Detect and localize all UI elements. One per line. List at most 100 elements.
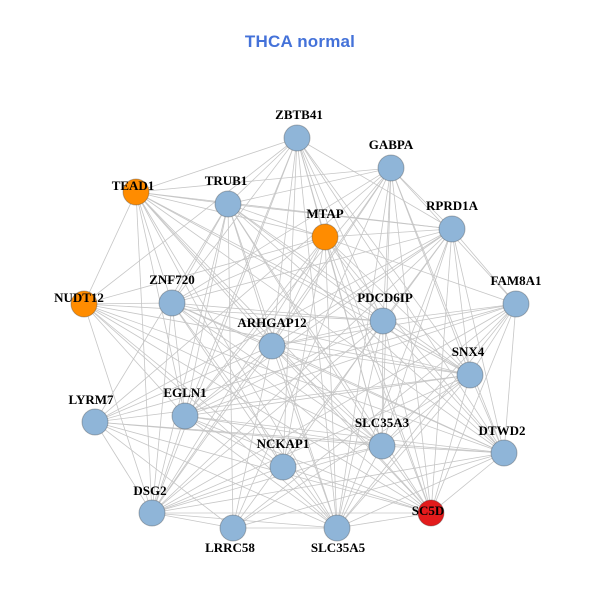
node-label-FAM8A1: FAM8A1 (490, 273, 541, 288)
edge-NCKAP1-SLC35A5 (282, 466, 338, 529)
node-label-SLC35A5: SLC35A5 (311, 540, 366, 555)
edge-SC5D-SLC35A5 (336, 512, 432, 529)
node-DTWD2 (490, 439, 518, 467)
edge-LYRM7-SC5D (94, 421, 432, 514)
edge-MTAP-ZNF720 (171, 236, 326, 304)
edge-DSG2-SLC35A5 (151, 512, 338, 529)
edge-ARHGAP12-DTWD2 (271, 345, 505, 454)
node-label-NCKAP1: NCKAP1 (257, 436, 310, 451)
edge-RPRD1A-FAM8A1 (451, 228, 517, 305)
edge-GABPA-SLC35A5 (336, 167, 392, 529)
edge-ZBTB41-ZNF720 (171, 137, 298, 304)
edge-DSG2-LRRC58 (151, 512, 234, 529)
node-label-SLC35A3: SLC35A3 (355, 415, 410, 430)
node-NCKAP1 (269, 453, 297, 481)
edge-RPRD1A-DTWD2 (451, 228, 505, 454)
label-layer: ZBTB41 GABPA TEAD1 TRUB1 MTAP RPRD1A ZNF720 FAM… (54, 107, 541, 555)
edge-TRUB1-LRRC58 (227, 203, 234, 529)
edge-GABPA-EGLN1 (184, 167, 392, 417)
node-label-SC5D: SC5D (412, 503, 445, 518)
edge-NUDT12-NCKAP1 (83, 303, 284, 468)
node-SLC35A5 (323, 514, 351, 542)
node-label-DSG2: DSG2 (133, 483, 166, 498)
edge-NUDT12-DSG2 (83, 303, 153, 514)
node-ARHGAP12 (258, 332, 286, 360)
edge-GABPA-TRUB1 (227, 167, 392, 205)
edge-TRUB1-DSG2 (151, 203, 229, 514)
edge-RPRD1A-SNX4 (451, 228, 471, 376)
edge-PDCD6IP-EGLN1 (184, 320, 384, 417)
node-RPRD1A (438, 215, 466, 243)
edge-SNX4-DSG2 (151, 374, 471, 514)
edge-MTAP-PDCD6IP (324, 236, 384, 322)
edge-LYRM7-LRRC58 (94, 421, 234, 529)
node-ZNF720 (158, 289, 186, 317)
edge-PDCD6IP-NUDT12 (83, 303, 384, 322)
edge-DTWD2-LRRC58 (232, 452, 505, 529)
edge-RPRD1A-DSG2 (151, 228, 453, 514)
edge-ZBTB41-NCKAP1 (282, 137, 298, 468)
edge-PDCD6IP-SLC35A3 (381, 320, 384, 447)
edge-MTAP-ARHGAP12 (271, 236, 326, 347)
edge-NUDT12-SLC35A3 (83, 303, 383, 447)
edge-MTAP-DSG2 (151, 236, 326, 514)
edge-SNX4-LRRC58 (232, 374, 471, 529)
edge-TRUB1-DTWD2 (227, 203, 505, 454)
edge-NCKAP1-SC5D (282, 466, 432, 514)
edge-FAM8A1-LYRM7 (94, 303, 517, 423)
edge-DTWD2-SC5D (430, 452, 505, 514)
node-label-PDCD6IP: PDCD6IP (357, 290, 413, 305)
edge-NUDT12-SLC35A5 (83, 303, 338, 529)
edge-MTAP-NCKAP1 (282, 236, 326, 468)
edge-GABPA-RPRD1A (390, 167, 453, 230)
edge-SNX4-LYRM7 (94, 374, 471, 423)
node-ZBTB41 (283, 124, 311, 152)
edge-FAM8A1-DSG2 (151, 303, 517, 514)
edge-NCKAP1-DSG2 (151, 466, 284, 514)
edge-FAM8A1-LRRC58 (232, 303, 517, 529)
chart-title: THCA normal (244, 32, 356, 51)
node-label-LYRM7: LYRM7 (68, 392, 114, 407)
edge-SNX4-SLC35A3 (381, 374, 471, 447)
edge-SLC35A3-NCKAP1 (282, 445, 383, 468)
edge-LYRM7-DSG2 (94, 421, 153, 514)
node-label-RPRD1A: RPRD1A (426, 198, 479, 213)
edge-SNX4-EGLN1 (184, 374, 471, 417)
edge-ZBTB41-TEAD1 (135, 137, 298, 193)
edge-TRUB1-LYRM7 (94, 203, 229, 423)
edge-SLC35A3-DTWD2 (381, 445, 505, 454)
edge-ARHGAP12-SNX4 (271, 345, 471, 376)
node-PDCD6IP (369, 307, 397, 335)
edge-FAM8A1-SC5D (430, 303, 517, 514)
edge-SNX4-SC5D (430, 374, 471, 514)
edge-DTWD2-DSG2 (151, 452, 505, 514)
node-LRRC58 (219, 514, 247, 542)
node-label-NUDT12: NUDT12 (54, 290, 104, 305)
node-SC5D (417, 499, 445, 527)
edge-ZNF720-DSG2 (151, 302, 173, 514)
edge-NUDT12-DTWD2 (83, 303, 505, 454)
edge-SLC35A3-SLC35A5 (336, 445, 383, 529)
edge-SLC35A3-SC5D (381, 445, 432, 514)
node-layer (70, 124, 530, 542)
node-label-DTWD2: DTWD2 (479, 423, 526, 438)
edge-PDCD6IP-NCKAP1 (282, 320, 384, 468)
node-label-LRRC58: LRRC58 (205, 540, 255, 555)
edge-TRUB1-ARHGAP12 (227, 203, 273, 347)
node-MTAP (311, 223, 339, 251)
edge-ZBTB41-ARHGAP12 (271, 137, 298, 347)
node-label-SNX4: SNX4 (452, 344, 485, 359)
node-NUDT12 (70, 290, 98, 318)
node-label-GABPA: GABPA (369, 137, 414, 152)
edge-TRUB1-SC5D (227, 203, 432, 514)
edge-GABPA-LYRM7 (94, 167, 392, 423)
edge-MTAP-SLC35A5 (324, 236, 338, 529)
edge-TEAD1-ARHGAP12 (135, 191, 273, 347)
edge-ARHGAP12-LRRC58 (232, 345, 273, 529)
edge-layer (83, 137, 517, 529)
edge-GABPA-LRRC58 (232, 167, 392, 529)
edge-MTAP-NUDT12 (83, 236, 326, 305)
edge-ZNF720-DTWD2 (171, 302, 505, 454)
node-SLC35A3 (368, 432, 396, 460)
